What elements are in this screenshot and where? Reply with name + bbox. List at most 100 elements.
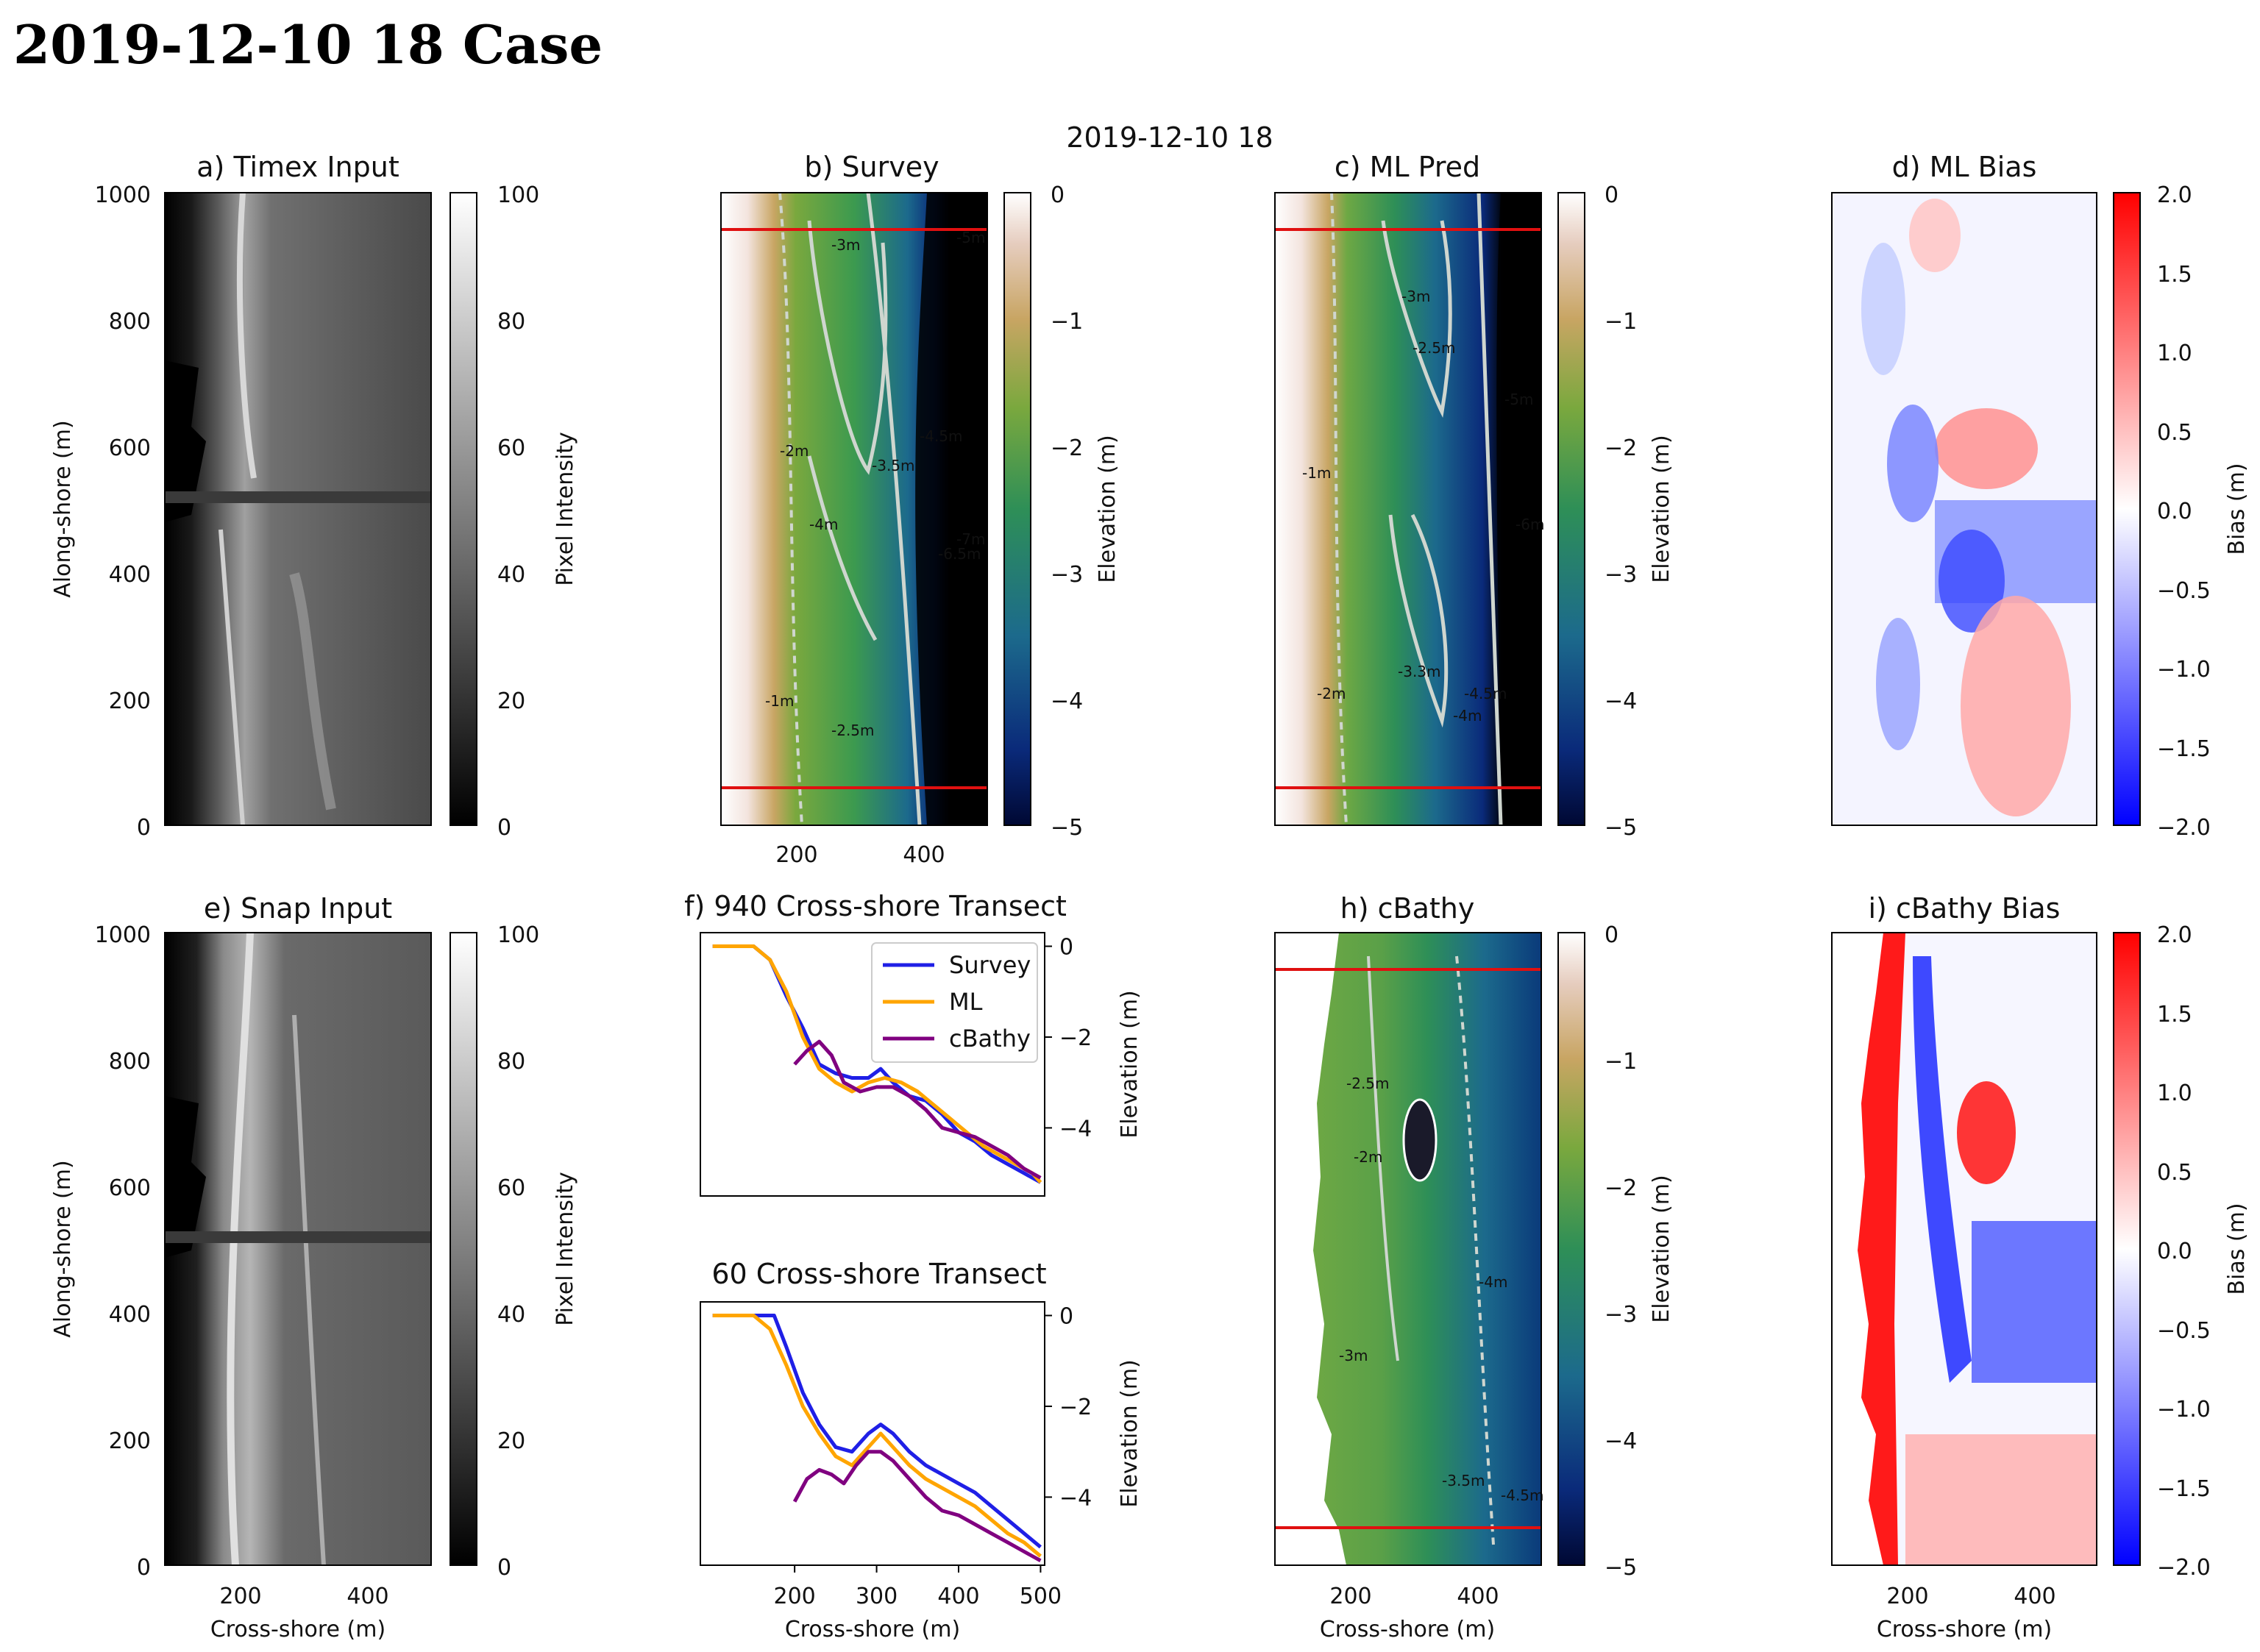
cbar-tick: −1.0 [2157,1397,2211,1423]
dune-shadow [165,360,206,522]
bias-band-negative [1913,956,1972,1383]
panel-d-cbar-ticks: 2.0 1.5 1.0 0.5 0.0 −0.5 −1.0 −1.5 −2.0 … [2157,182,2250,841]
cbar-tick: −4 [1605,688,1637,714]
bias-patch-positive [1957,1081,2016,1184]
panel-i-cbar-label: Bias (m) [2224,1203,2250,1295]
panel-f-yaxis: 0 −2 −4 Elevation (m) [1059,935,1143,1142]
contour-label: -2m [1317,685,1346,702]
contour-label: -3m [1339,1347,1368,1364]
bias-patch-positive [1909,199,1961,272]
cbar-tick: −3 [1605,1302,1637,1328]
cbar-tick: 1.0 [2157,1080,2192,1106]
contour-label: -2.5m [1412,339,1456,357]
cbar-tick: 0 [1051,182,1065,208]
cbar-tick: 0.5 [2157,1160,2192,1186]
contour-label: -5m [1504,391,1533,408]
contour-label: -2.5m [831,722,875,739]
panel-c-cbar-label: Elevation (m) [1649,435,1674,583]
cbar-tick: 40 [497,1302,525,1328]
deep-water-region [915,193,987,825]
contour-label: -6.5m [938,545,981,563]
cbar-tick: −1.0 [2157,657,2211,683]
ytick-label: 1000 [95,922,151,948]
cbar-tick: 100 [497,922,539,948]
panel-e-cbar-ticks: 0 20 40 60 80 100 Pixel Intensity [497,922,578,1581]
xtick-label: 400 [1457,1584,1499,1609]
panel-d-cbar-label: Bias (m) [2224,463,2250,555]
contour-label: -4.5m [1464,685,1507,702]
panel-g-plot-area [712,1314,1052,1573]
cbar-tick: 1.5 [2157,262,2192,288]
panel-d-ml-bias: d) ML Bias 2.0 1.5 1.0 0.5 0.0 −0.5 −1.0… [1831,151,2250,841]
panel-f-legend: Survey ML cBathy [871,942,1038,1063]
contour-label: -3m [831,236,860,254]
ytick-label: 0 [137,815,151,841]
cbar-tick: −2.0 [2157,815,2211,841]
cbar-tick: −1.5 [2157,736,2211,762]
bias-patch-positive [1961,596,2071,816]
xtick-label: 400 [2014,1584,2055,1609]
panel-c-ml-pred: c) ML Pred -3m -2.5m -4.5m -1m -2m -3.3m… [1274,151,1674,841]
panel-g-xlabel: Cross-shore (m) [785,1617,960,1642]
panel-e-frame [164,932,432,1566]
panel-f-transect-940: f) 940 Cross-shore Transect 0 −2 −4 Elev… [684,890,1143,1197]
panel-f-ylabel: Elevation (m) [1117,990,1143,1139]
panel-h-cbar-label: Elevation (m) [1649,1175,1674,1323]
cbar-tick: −0.5 [2157,1318,2211,1344]
ytick-label: −4 [1059,1485,1092,1511]
panel-b-colorbar [1003,192,1031,826]
bias-patch-negative [1876,618,1920,750]
cbar-tick: 60 [497,1175,525,1201]
cbar-tick: 0 [1605,922,1618,948]
panel-f-title: f) 940 Cross-shore Transect [684,890,1067,922]
xtick-label: 500 [1020,1584,1062,1609]
cbar-tick: 2.0 [2157,922,2192,948]
cbar-tick: −5 [1605,1555,1637,1581]
panel-e-yaxis: 0 200 400 600 800 1000 Along-shore (m) [50,922,151,1581]
legend-box [871,942,1038,1063]
panel-i-frame [1831,932,2097,1566]
figure-suptitle: 2019-12-10 18 [1066,121,1273,154]
xtick-label: 400 [903,842,945,868]
panel-e-cbar-label: Pixel Intensity [552,1172,578,1326]
ytick-label: 200 [109,688,151,714]
xtick-label: 200 [1886,1584,1928,1609]
panel-a-title: a) Timex Input [196,151,399,183]
cbar-tick: 0 [1605,182,1618,208]
snap-image [165,933,431,1565]
contour-label: -6m [1515,516,1544,533]
contour-label: -7m [956,530,985,548]
panel-g-yaxis: 0 −2 −4 Elevation (m) [1059,1304,1143,1512]
cbar-tick: 0.0 [2157,499,2192,524]
panel-c-frame [1274,192,1542,826]
panel-g-ylabel: Elevation (m) [1117,1359,1143,1508]
contour-label: -5m [956,229,985,246]
ytick-label: 600 [109,1175,151,1201]
legend-label-cbathy: cBathy [949,1025,1031,1053]
cbar-tick: 0.5 [2157,420,2192,446]
panel-b-survey: b) Survey -3m -3.5m -4.5m -2.5m -4m -2m … [720,151,1120,868]
contour-label: -3.5m [1442,1472,1485,1489]
panel-e-xlabel: Cross-shore (m) [210,1617,385,1642]
contour-line [1367,955,1399,1361]
panel-a-cbar-label: Pixel Intensity [552,432,578,586]
contour-label: -4m [1453,707,1482,724]
contour-label: -4.5m [920,427,963,445]
series-line-cbathy [792,1450,1042,1562]
panel-d-frame [1831,192,2097,826]
contour-label: -1m [1302,464,1331,482]
series-line-survey [712,1314,1042,1549]
dune-shadow [165,1096,206,1258]
swash-zone [227,932,254,1566]
cbar-tick: −2 [1605,1175,1637,1201]
panel-e-colorbar [449,932,477,1566]
ytick-label: −2 [1059,1025,1092,1051]
bias-band-positive [1858,933,1905,1565]
shoreline-band-lower [218,529,245,826]
bias-patch-positive [1935,408,2038,489]
contour-label: -2m [780,442,809,460]
xtick-label: 300 [856,1584,898,1609]
page-title: 2019-12-10 18 Case [13,13,603,76]
ytick-label: 200 [109,1428,151,1454]
